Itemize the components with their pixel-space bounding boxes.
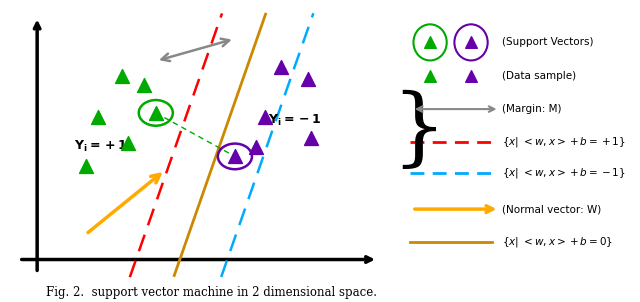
Point bbox=[230, 154, 240, 159]
Point bbox=[306, 136, 316, 140]
Text: (Support Vectors): (Support Vectors) bbox=[502, 37, 593, 47]
Point bbox=[138, 83, 148, 88]
Text: Fig. 2.  support vector machine in 2 dimensional space.: Fig. 2. support vector machine in 2 dime… bbox=[45, 286, 377, 299]
Point bbox=[124, 140, 134, 145]
Point bbox=[93, 115, 103, 120]
Text: }: } bbox=[392, 90, 447, 173]
Text: $\mathbf{Y_i=+1}$: $\mathbf{Y_i=+1}$ bbox=[74, 139, 127, 154]
Point bbox=[425, 73, 435, 78]
Point bbox=[466, 73, 476, 78]
Point bbox=[466, 40, 476, 45]
Text: $\{x|\ <w,x>+b=+1\}$: $\{x|\ <w,x>+b=+1\}$ bbox=[502, 135, 625, 149]
Point bbox=[260, 115, 271, 120]
Text: (Margin: M): (Margin: M) bbox=[502, 104, 561, 114]
Text: $\{x|\ <w,x>+b=0\}$: $\{x|\ <w,x>+b=0\}$ bbox=[502, 236, 612, 249]
Point bbox=[117, 74, 127, 79]
Point bbox=[251, 145, 261, 150]
Text: (Normal vector: W): (Normal vector: W) bbox=[502, 204, 601, 214]
Text: $\mathbf{Y_i=-1}$: $\mathbf{Y_i=-1}$ bbox=[268, 113, 321, 128]
Text: $\{x|\ <w,x>+b=-1\}$: $\{x|\ <w,x>+b=-1\}$ bbox=[502, 166, 625, 180]
Text: (Data sample): (Data sample) bbox=[502, 71, 576, 81]
Point bbox=[150, 111, 161, 115]
Point bbox=[303, 76, 313, 81]
Point bbox=[81, 163, 91, 168]
Point bbox=[275, 65, 285, 69]
Point bbox=[425, 40, 435, 45]
